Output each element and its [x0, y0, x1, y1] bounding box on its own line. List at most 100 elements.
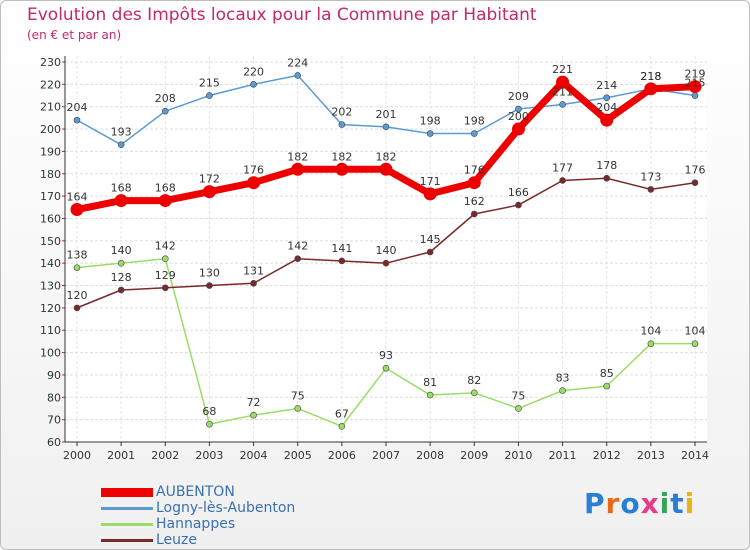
legend-swatch: [101, 507, 153, 510]
data-point: [647, 186, 655, 193]
data-label: 93: [379, 349, 393, 362]
x-tick-label: 2000: [63, 449, 91, 462]
data-label: 204: [67, 101, 88, 114]
data-label: 201: [376, 108, 397, 121]
data-label: 193: [111, 126, 132, 139]
data-label: 75: [291, 389, 305, 402]
data-label: 104: [640, 325, 661, 338]
y-tick-label: 230: [40, 56, 61, 69]
logo-letter: x: [640, 487, 660, 520]
series-layer: [70, 72, 702, 430]
axis-layer: 60 70 80 90 100 110 120 130 140 150 160 170 180 190 20…: [40, 56, 709, 462]
data-point: [382, 259, 390, 267]
legend-label: Logny-lès-Aubenton: [156, 500, 296, 516]
data-point: [70, 203, 84, 217]
data-label: 211: [552, 85, 573, 98]
x-tick-label: 2003: [195, 449, 223, 462]
y-tick-label: 130: [40, 280, 61, 293]
data-point: [117, 141, 125, 149]
data-label-layer: 204 193 208 215 220 224 202 201 198 198 209 211 214 2…: [67, 56, 706, 420]
legend-item: Logny-lès-Aubenton: [101, 500, 401, 517]
data-point: [559, 387, 566, 394]
data-point: [206, 420, 213, 428]
logo-letter: t: [670, 487, 685, 520]
logo-letter: i: [684, 487, 696, 520]
data-label: 177: [552, 161, 573, 174]
data-point: [161, 255, 169, 263]
logo-letter: r: [605, 487, 621, 520]
data-point: [603, 94, 611, 102]
data-point: [688, 80, 702, 94]
data-label: 82: [467, 374, 481, 387]
data-point: [467, 176, 481, 190]
data-label: 198: [420, 115, 441, 128]
y-tick-label: 140: [40, 257, 61, 270]
data-label: 72: [247, 396, 261, 409]
data-label: 164: [67, 191, 88, 204]
data-label: 83: [556, 372, 570, 385]
y-tick-label: 90: [47, 369, 61, 382]
data-label: 204: [596, 101, 617, 114]
data-label: 176: [685, 164, 706, 177]
data-point: [117, 259, 125, 267]
data-label: 75: [511, 389, 525, 402]
data-point: [647, 340, 655, 347]
data-label: 145: [420, 233, 441, 246]
x-tick-label: 2009: [460, 449, 488, 462]
data-point: [600, 113, 614, 127]
data-label: 120: [67, 289, 88, 302]
data-point: [426, 391, 434, 399]
data-label: 168: [155, 182, 176, 195]
data-point: [515, 201, 522, 209]
data-label: 141: [331, 242, 352, 255]
data-point: [250, 279, 257, 287]
data-label: 182: [287, 150, 308, 163]
x-tick-label: 2004: [240, 449, 268, 462]
proxiti-logo: Proxiti: [584, 487, 695, 520]
data-point: [423, 187, 437, 201]
y-tick-label: 190: [40, 145, 61, 158]
data-label: 140: [376, 244, 397, 257]
data-point: [338, 121, 346, 128]
data-point: [470, 210, 478, 218]
grid-layer: [65, 56, 707, 443]
data-label: 219: [685, 68, 706, 81]
data-point: [338, 423, 346, 430]
legend-label: Hannappes: [156, 516, 236, 532]
y-tick-label: 70: [47, 414, 61, 427]
y-tick-label: 60: [47, 436, 61, 449]
data-point: [426, 248, 434, 256]
data-point: [250, 81, 257, 88]
legend-swatch: [101, 488, 153, 497]
y-tick-label: 220: [40, 78, 61, 91]
data-label: 209: [508, 90, 529, 103]
data-label: 166: [508, 186, 529, 199]
x-tick-label: 2006: [328, 449, 356, 462]
legend-item: Leuze: [101, 532, 401, 549]
data-label: 130: [199, 267, 220, 280]
data-point: [73, 304, 81, 312]
data-label: 218: [640, 70, 661, 83]
data-point: [556, 75, 570, 89]
y-tick-label: 210: [40, 101, 61, 114]
data-point: [426, 130, 434, 137]
x-tick-label: 2011: [549, 449, 577, 462]
data-label: 218: [640, 70, 661, 83]
x-tick-label: 2012: [593, 449, 621, 462]
data-point: [559, 177, 566, 184]
data-label: 128: [111, 271, 132, 284]
y-tick-label: 120: [40, 302, 61, 315]
data-point: [202, 185, 216, 199]
data-label: 224: [287, 56, 308, 69]
data-label: 142: [287, 240, 308, 253]
data-point: [382, 364, 390, 372]
data-label: 178: [596, 159, 617, 172]
data-point: [379, 162, 393, 176]
data-label: 68: [202, 405, 216, 418]
data-point: [294, 405, 302, 412]
data-point: [644, 82, 658, 96]
data-label: 138: [67, 249, 88, 262]
x-tick-label: 2007: [372, 449, 400, 462]
data-label: 182: [376, 150, 397, 163]
data-label: 67: [335, 407, 349, 420]
